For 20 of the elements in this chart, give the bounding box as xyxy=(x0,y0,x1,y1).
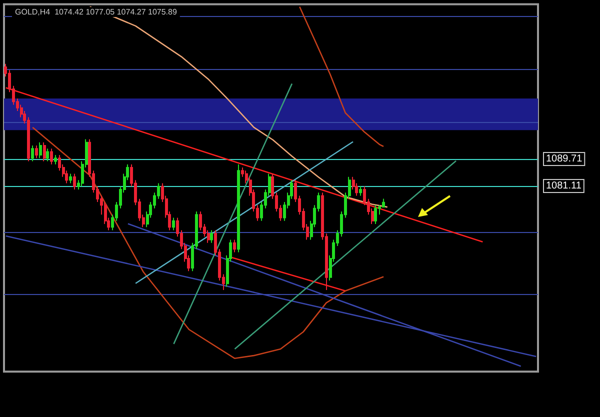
candlestick xyxy=(43,142,46,162)
candlestick xyxy=(46,148,49,162)
candlestick xyxy=(69,173,72,184)
candlestick xyxy=(172,217,175,231)
line-series xyxy=(32,126,384,360)
candlestick xyxy=(233,239,236,253)
candlestick xyxy=(73,173,76,190)
y-tick-label: 1089.71 xyxy=(546,154,583,164)
line-series xyxy=(298,6,384,148)
candlestick xyxy=(374,204,377,225)
y-tick-label: 1081.11 xyxy=(546,180,582,192)
candlestick xyxy=(359,186,362,196)
candlestick xyxy=(210,230,213,244)
candlestick xyxy=(35,145,38,159)
candlestick xyxy=(39,142,42,159)
candlestick xyxy=(237,164,240,253)
chart-title: GOLD,H4 1074.42 1077.05 1074.27 1075.89 xyxy=(15,8,178,16)
candlestick xyxy=(50,148,53,165)
candlestick xyxy=(31,145,34,162)
candlestick xyxy=(54,154,57,165)
